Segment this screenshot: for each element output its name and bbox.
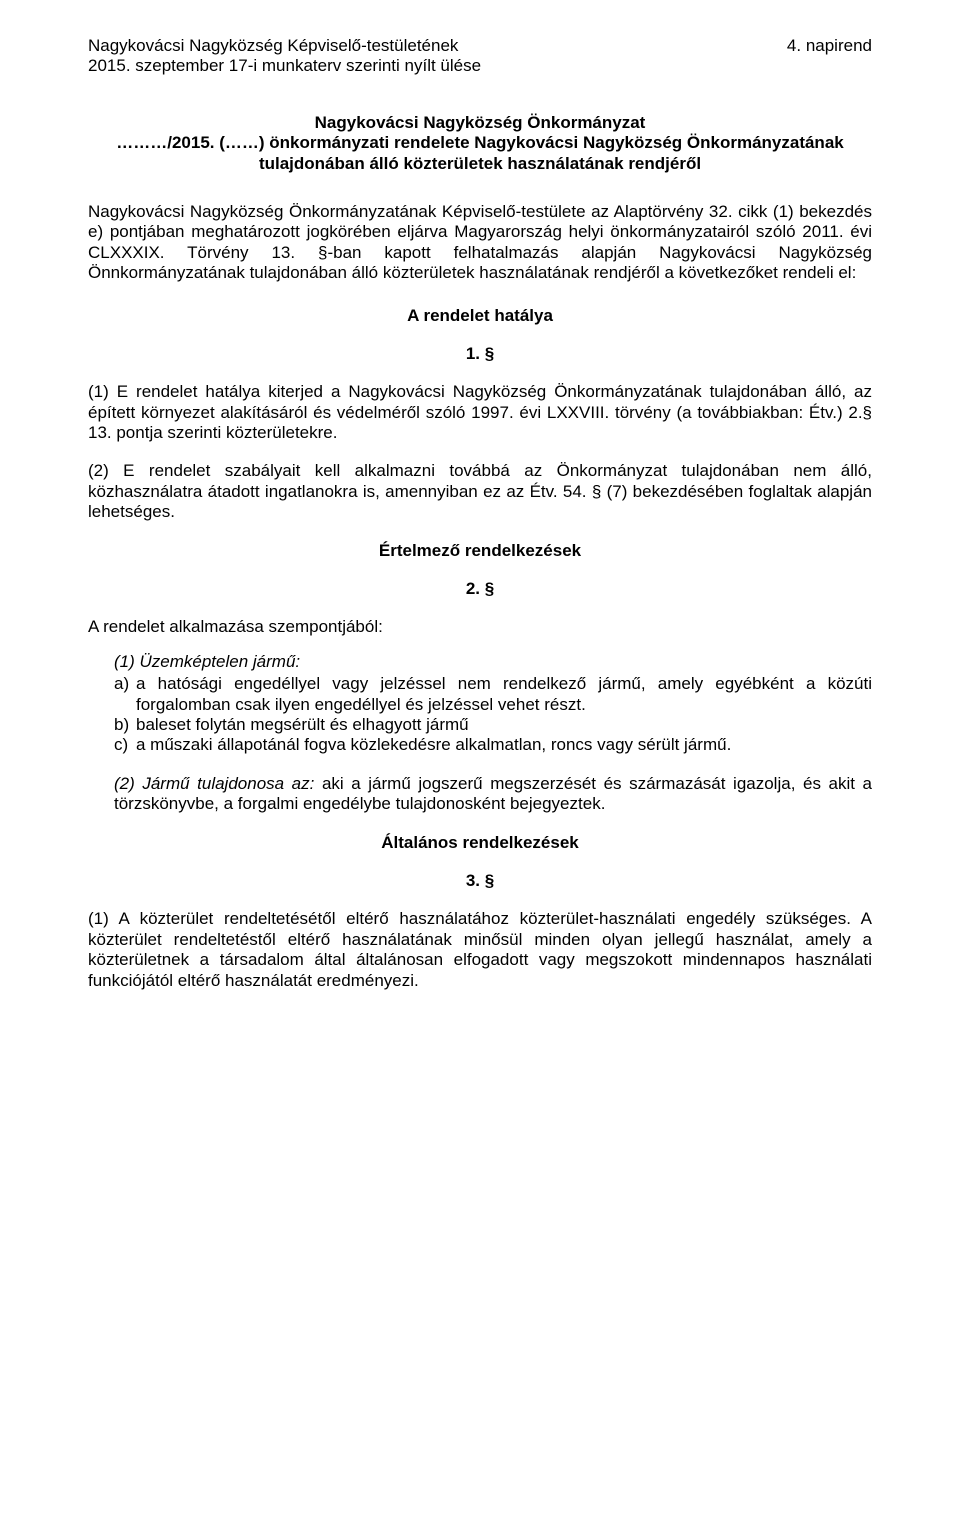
list-content: baleset folytán megsérült és elhagyott j… bbox=[136, 715, 872, 735]
title-line1: Nagykovácsi Nagyközség Önkormányzat bbox=[88, 113, 872, 133]
list-content: a műszaki állapotánál fogva közlekedésre… bbox=[136, 735, 872, 755]
title-line2: ………/2015. (……) önkormányzati rendelete N… bbox=[88, 133, 872, 174]
section-1-para-2: (2) E rendelet szabályait kell alkalmazn… bbox=[88, 461, 872, 522]
header-left-line2: 2015. szeptember 17-i munkaterv szerinti… bbox=[88, 56, 767, 76]
definition-1-item-b: b) baleset folytán megsérült és elhagyot… bbox=[114, 715, 872, 735]
header-left: Nagykovácsi Nagyközség Képviselő-testüle… bbox=[88, 36, 767, 77]
list-marker: a) bbox=[114, 674, 136, 715]
section-1-heading: A rendelet hatálya bbox=[88, 306, 872, 326]
section-3-para-1: (1) A közterület rendeltetésétől eltérő … bbox=[88, 909, 872, 991]
page-header: Nagykovácsi Nagyközség Képviselő-testüle… bbox=[88, 36, 872, 77]
preamble: Nagykovácsi Nagyközség Önkormányzatának … bbox=[88, 202, 872, 284]
section-1-number: 1. § bbox=[88, 344, 872, 364]
list-marker: c) bbox=[114, 735, 136, 755]
section-2-heading: Értelmező rendelkezések bbox=[88, 541, 872, 561]
definition-1: (1) Üzemképtelen jármű: a) a hatósági en… bbox=[88, 652, 872, 756]
list-content: a hatósági engedéllyel vagy jelzéssel ne… bbox=[136, 674, 872, 715]
section-2-number: 2. § bbox=[88, 579, 872, 599]
definition-1-item-a: a) a hatósági engedéllyel vagy jelzéssel… bbox=[114, 674, 872, 715]
definition-1-head: (1) Üzemképtelen jármű: bbox=[114, 652, 872, 672]
section-1-para-1: (1) E rendelet hatálya kiterjed a Nagyko… bbox=[88, 382, 872, 443]
header-right: 4. napirend bbox=[767, 36, 872, 56]
definition-1-item-c: c) a műszaki állapotánál fogva közlekedé… bbox=[114, 735, 872, 755]
section-2-intro: A rendelet alkalmazása szempontjából: bbox=[88, 617, 872, 637]
section-3-heading: Általános rendelkezések bbox=[88, 833, 872, 853]
section-3-number: 3. § bbox=[88, 871, 872, 891]
definition-2: (2) Jármű tulajdonosa az: aki a jármű jo… bbox=[88, 774, 872, 815]
definition-2-head: (2) Jármű tulajdonosa az: bbox=[114, 774, 314, 793]
document-title: Nagykovácsi Nagyközség Önkormányzat ………/… bbox=[88, 113, 872, 174]
document-page: Nagykovácsi Nagyközség Képviselő-testüle… bbox=[0, 0, 960, 1521]
header-left-line1: Nagykovácsi Nagyközség Képviselő-testüle… bbox=[88, 36, 767, 56]
list-marker: b) bbox=[114, 715, 136, 735]
